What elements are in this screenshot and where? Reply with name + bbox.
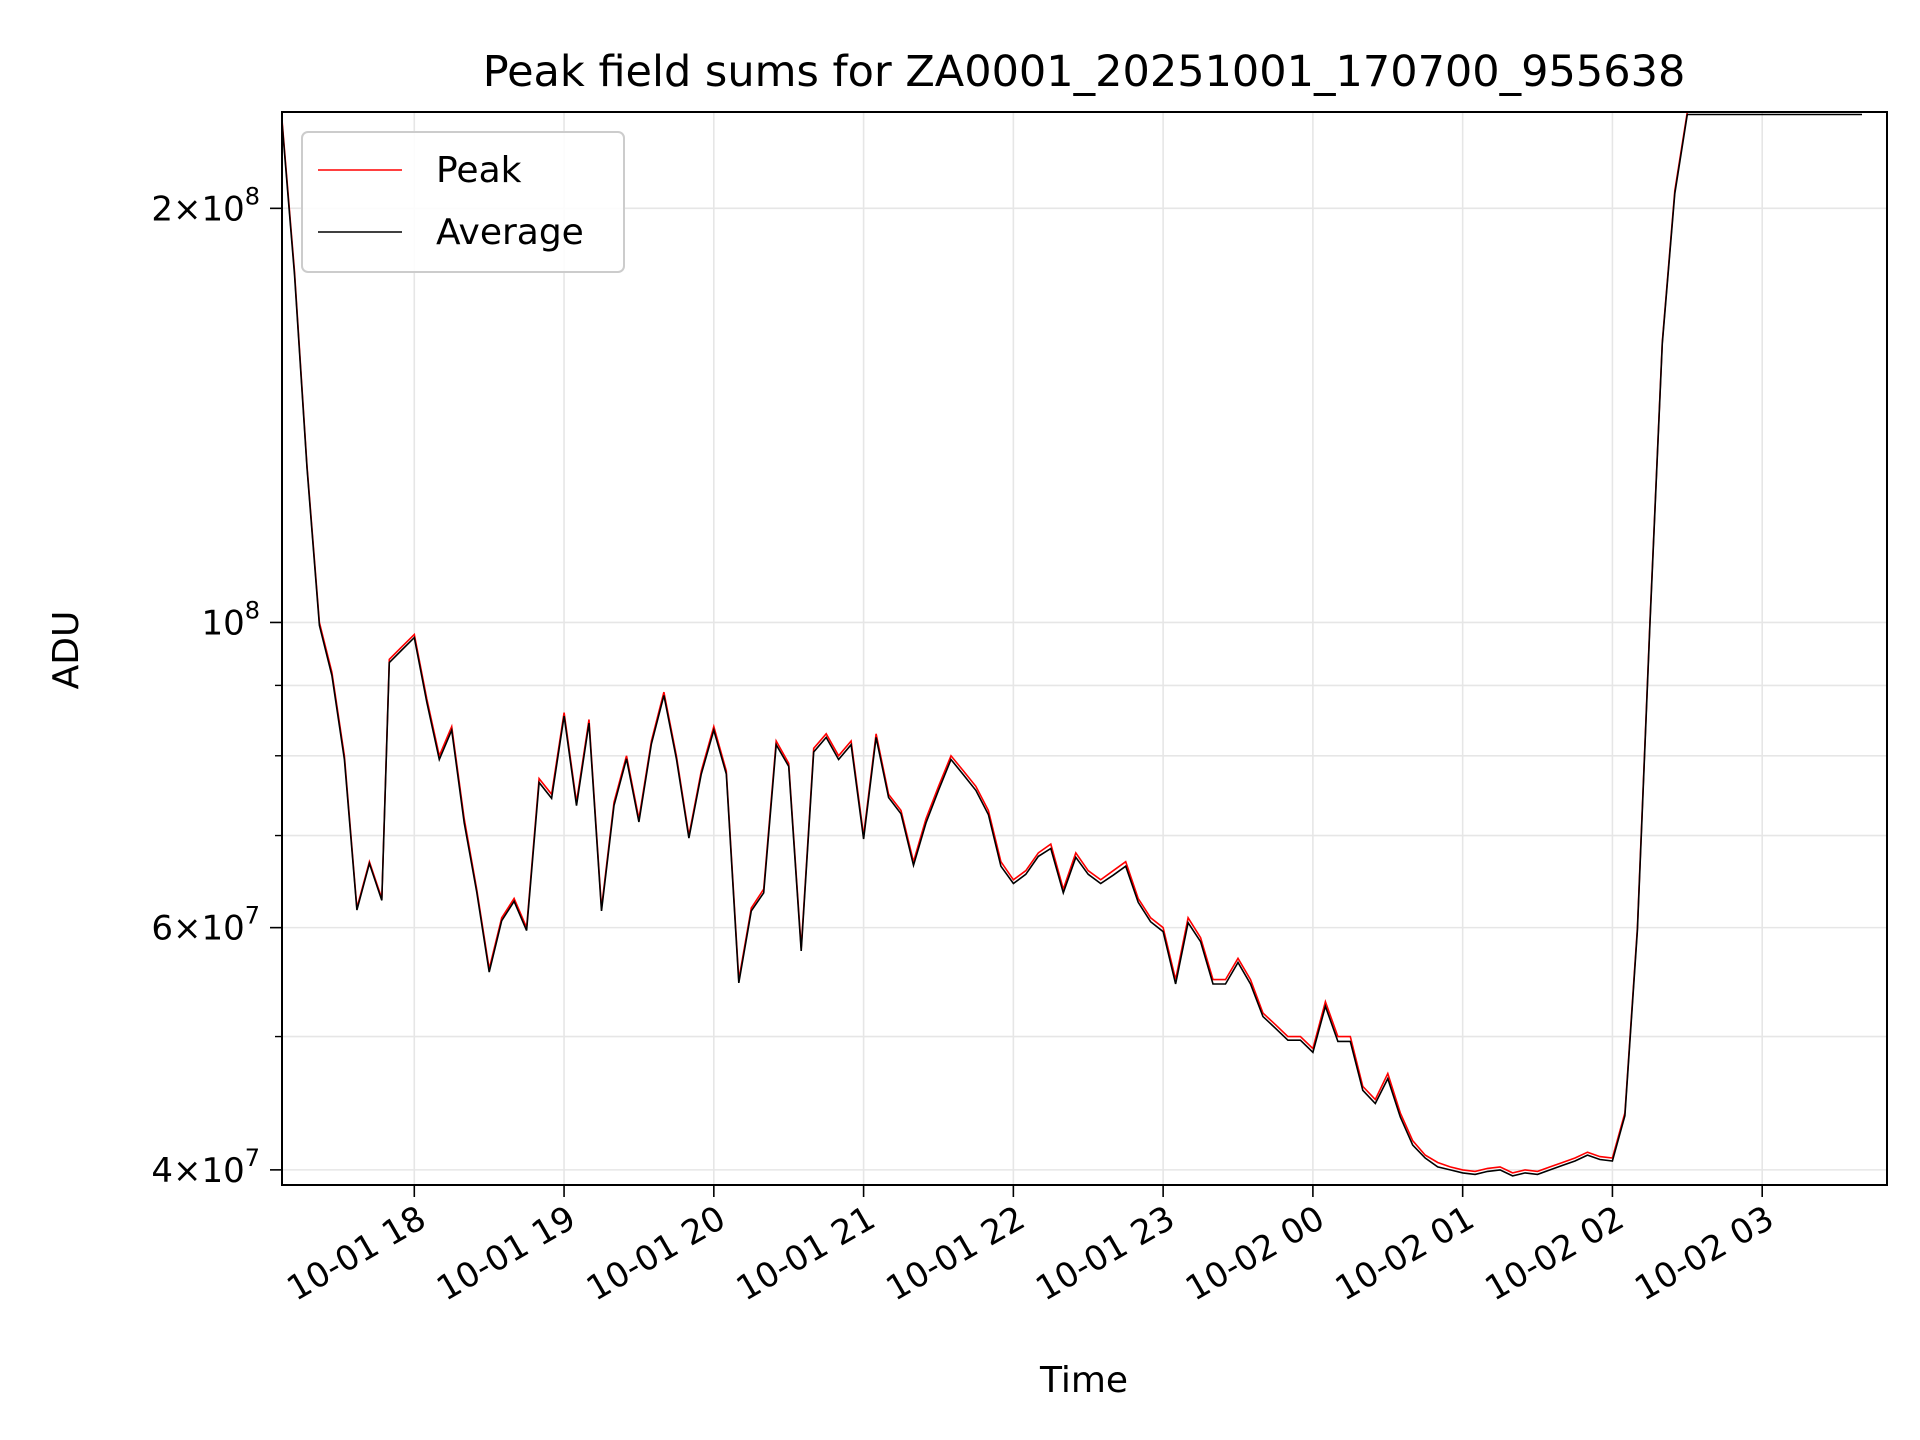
y-tick-label-ten: 10 (201, 603, 244, 643)
series-line-peak (282, 112, 1862, 1174)
y-tick-label-base: 4 (151, 1151, 173, 1191)
y-tick-label-times: × (173, 1151, 202, 1191)
y-tick-label-exponent: 8 (245, 596, 260, 624)
legend-label-peak: Peak (436, 150, 522, 191)
y-tick-label-ten: 10 (201, 189, 244, 229)
y-tick-label-base: 2 (151, 189, 173, 229)
y-tick-label-exponent: 7 (245, 902, 260, 930)
chart-title: Peak field sums for ZA0001_20251001_1707… (483, 47, 1686, 97)
y-tick-label: 6×107 (151, 902, 260, 949)
legend-label-average: Average (436, 212, 584, 253)
y-tick-label-base: 6 (151, 909, 173, 949)
plot-frame (281, 111, 1888, 1186)
y-tick-label-ten: 10 (201, 1151, 244, 1191)
grid-layer (282, 112, 1887, 1185)
y-tick-label: 2×108 (151, 182, 260, 229)
legend: Peak Average (301, 131, 625, 273)
legend-box (301, 131, 625, 273)
data-layer (282, 112, 1862, 1177)
y-tick-label-times: × (173, 189, 202, 229)
y-tick-label-ten: 10 (201, 909, 244, 949)
y-tick-label-exponent: 8 (245, 182, 260, 210)
y-tick-label: 4×107 (151, 1144, 260, 1191)
y-tick-label-times: × (173, 909, 202, 949)
y-axis-label: ADU (46, 611, 87, 690)
y-tick-label-exponent: 7 (245, 1144, 260, 1172)
y-tick-label: 108 (201, 596, 260, 643)
series-line-average (282, 113, 1862, 1177)
x-axis-label: Time (1039, 1360, 1128, 1401)
